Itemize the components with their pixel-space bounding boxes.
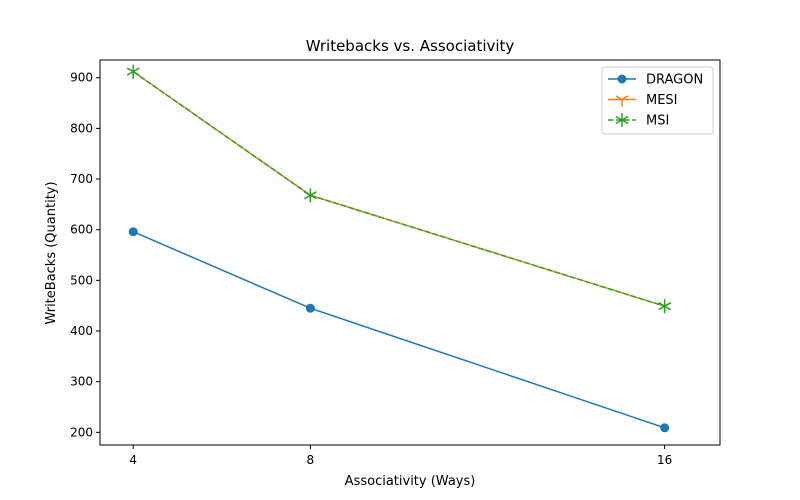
axes-frame [99,59,721,446]
y-tick-label: 500 [70,273,93,287]
x-axis-label: Associativity (Ways) [345,474,476,489]
y-tick-label: 700 [70,172,93,186]
x-tick-label: 8 [307,453,315,467]
data-point-msi [658,299,672,314]
y-tick-label: 300 [70,375,93,389]
legend-entry-msi: MSI [646,114,669,129]
series-line-dragon [132,231,665,429]
legend-entry-dragon: DRAGON [646,73,703,88]
y-tick-label: 900 [70,71,93,85]
data-point-msi [303,188,317,203]
x-tick-label: 4 [129,453,137,467]
series-line-mesi [132,71,665,307]
legend-marker [617,74,627,84]
data-point-dragon [128,227,138,237]
legend-box [601,66,714,135]
series-line-msi [132,71,665,307]
data-point-dragon [305,303,315,313]
legend: DRAGON MESI MSI [601,66,714,135]
data-point-msi [126,64,140,79]
legend-marker [615,95,629,107]
y-tick-label: 600 [70,223,93,237]
data-point-dragon [660,423,670,433]
y-tick-label: 800 [70,121,93,135]
legend-marker [615,113,629,127]
x-tick-label: 16 [657,453,672,467]
plot-area: 4 8 16 200 300 400 500 600 700 800 900 [70,59,721,467]
legend-entry-mesi: MESI [646,93,678,108]
chart-title: Writebacks vs. Associativity [306,37,515,55]
y-tick-label: 200 [70,425,93,439]
y-tick-label: 400 [70,324,93,338]
y-axis-label: WriteBacks (Quantity) [44,181,59,324]
